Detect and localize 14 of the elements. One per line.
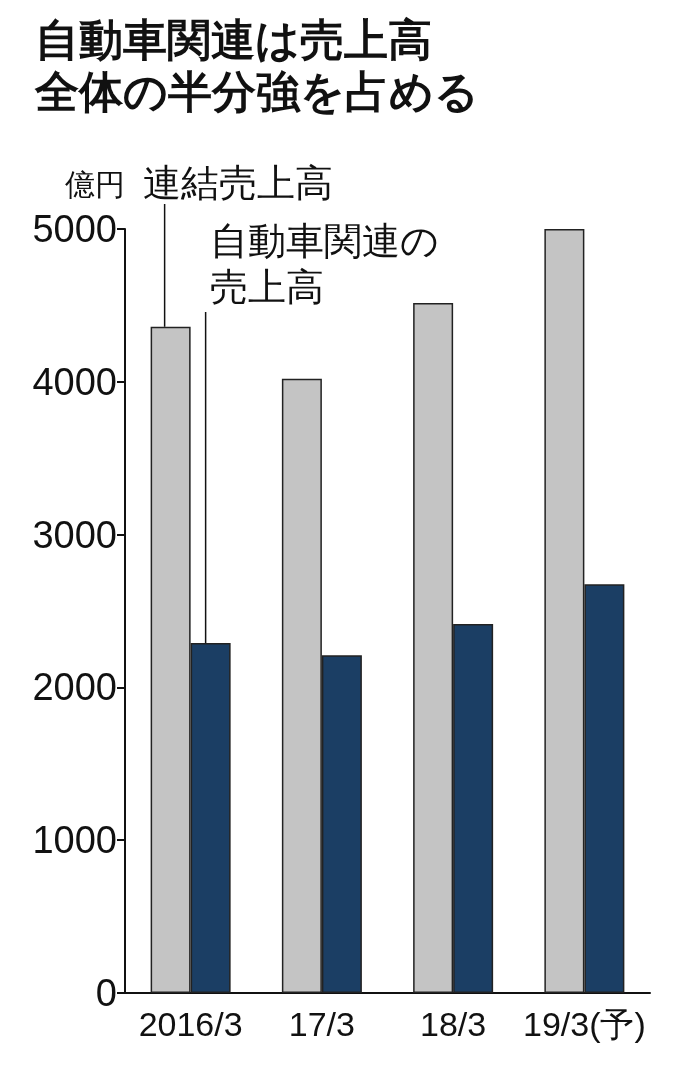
text: 連結売上高 <box>142 162 333 204</box>
x-tick-label: 17/3 <box>288 1005 355 1043</box>
y-tick-label: 1000 <box>32 819 117 862</box>
chart-title: 自動車関連は売上高全体の半分強を占める <box>34 14 479 116</box>
x-tick-label: 2016/3 <box>138 1005 243 1043</box>
text: 自動車関連の売上高 <box>209 220 439 308</box>
y-tick-label: 3000 <box>32 513 117 556</box>
x-tick-label: 19/3(予) <box>522 1005 646 1043</box>
x-tick-label: 18/3 <box>420 1005 487 1043</box>
y-tick-label: 5000 <box>32 208 117 250</box>
y-tick-label: 4000 <box>32 360 117 403</box>
y-axis-title: 億円 <box>65 167 125 201</box>
y-tick-label: 2000 <box>32 666 117 709</box>
y-tick-label: 0 <box>95 972 117 1014</box>
